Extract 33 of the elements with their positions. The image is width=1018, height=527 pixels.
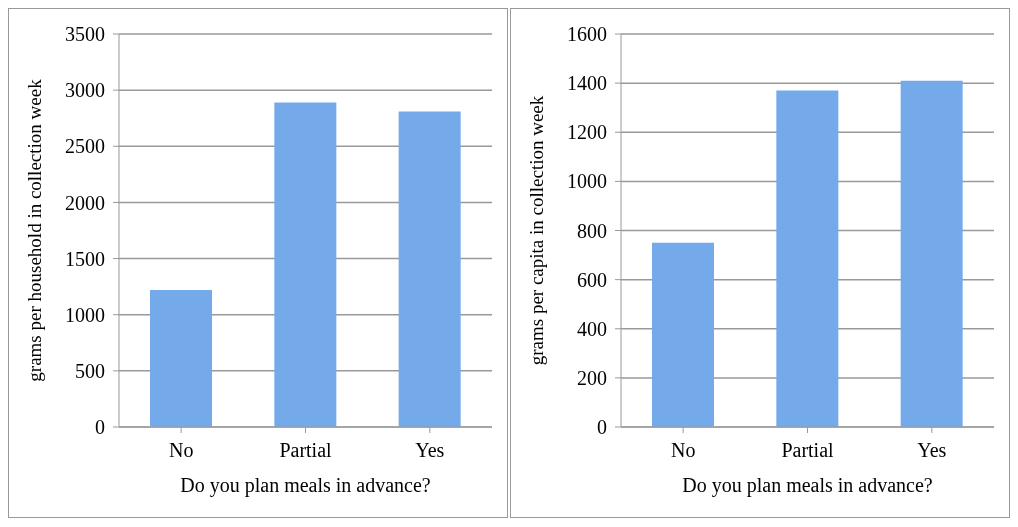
y-tick-label: 800 [577, 219, 607, 242]
x-tick-label: Partial [279, 439, 333, 462]
bar [398, 111, 461, 427]
bar [900, 80, 963, 427]
bar [652, 242, 714, 427]
x-tick-label: Yes [415, 439, 445, 462]
bar [776, 90, 839, 427]
x-axis-title: Do you plan meals in advance? [180, 474, 431, 497]
y-tick-label: 1200 [567, 121, 607, 144]
y-tick-label: 200 [577, 366, 607, 389]
y-tick-label: 600 [577, 268, 607, 291]
y-tick-label: 0 [597, 416, 607, 439]
bar [274, 102, 337, 427]
x-tick-label: Partial [781, 439, 835, 462]
y-tick-label: 2500 [65, 135, 105, 158]
x-tick-label: Yes [917, 439, 947, 462]
y-tick-label: 1000 [567, 170, 607, 193]
y-tick-label: 3000 [65, 79, 105, 102]
y-tick-label: 0 [95, 416, 105, 439]
y-axis-title: grams per capita in collection week [525, 95, 547, 366]
x-tick-label: No [670, 439, 696, 462]
y-tick-label: 400 [577, 317, 607, 340]
y-tick-label: 1500 [65, 247, 105, 270]
y-tick-label: 500 [75, 359, 105, 382]
y-tick-label: 2000 [65, 191, 105, 214]
x-axis-title: Do you plan meals in advance? [682, 474, 933, 497]
bar [150, 290, 212, 427]
x-tick-label: No [168, 439, 194, 462]
y-tick-label: 1600 [567, 23, 607, 46]
y-tick-label: 1400 [567, 72, 607, 95]
y-tick-label: 1000 [65, 303, 105, 326]
y-axis-title: grams per household in collection week [23, 78, 45, 382]
y-tick-label: 3500 [65, 23, 105, 46]
